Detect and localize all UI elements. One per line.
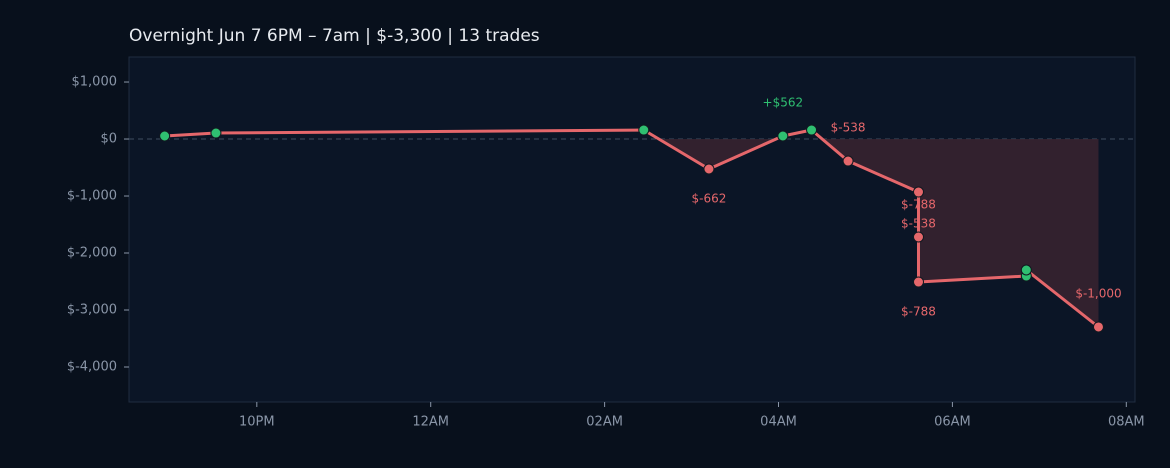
annotation: $-538: [831, 121, 866, 135]
y-tick-label: $1,000: [72, 75, 118, 90]
trade-marker: [806, 124, 818, 136]
annotation: $-788: [901, 305, 936, 319]
x-tick-label: 12AM: [412, 415, 449, 430]
trade-marker: [1092, 321, 1104, 333]
trade-marker: [1020, 264, 1032, 276]
trade-marker: [912, 186, 924, 198]
trade-marker: [638, 124, 650, 136]
trade-marker: [159, 130, 171, 142]
y-tick-label: $-2,000: [67, 246, 117, 261]
x-tick-label: 04AM: [760, 415, 797, 430]
trade-marker: [703, 163, 715, 175]
trade-marker: [912, 276, 924, 288]
trade-marker: [777, 130, 789, 142]
y-tick-label: $-4,000: [67, 360, 117, 375]
trade-marker: [912, 231, 924, 243]
y-tick-label: $-3,000: [67, 303, 117, 318]
annotation: $-662: [692, 192, 727, 206]
loss-area: [658, 139, 1099, 327]
x-tick-label: 06AM: [934, 415, 971, 430]
annotation: +$562: [763, 95, 804, 109]
trade-marker: [842, 155, 854, 167]
annotation: $-1,000: [1075, 286, 1121, 300]
x-tick-label: 08AM: [1108, 415, 1145, 430]
annotation: $-788: [901, 198, 936, 212]
chart-title: Overnight Jun 7 6PM – 7am | $-3,300 | 13…: [129, 26, 540, 46]
y-tick-label: $0: [100, 132, 117, 147]
annotation: $-538: [901, 216, 936, 230]
trade-marker: [210, 127, 222, 139]
x-tick-label: 02AM: [586, 415, 623, 430]
x-tick-label: 10PM: [239, 415, 275, 430]
y-tick-label: $-1,000: [67, 189, 117, 204]
